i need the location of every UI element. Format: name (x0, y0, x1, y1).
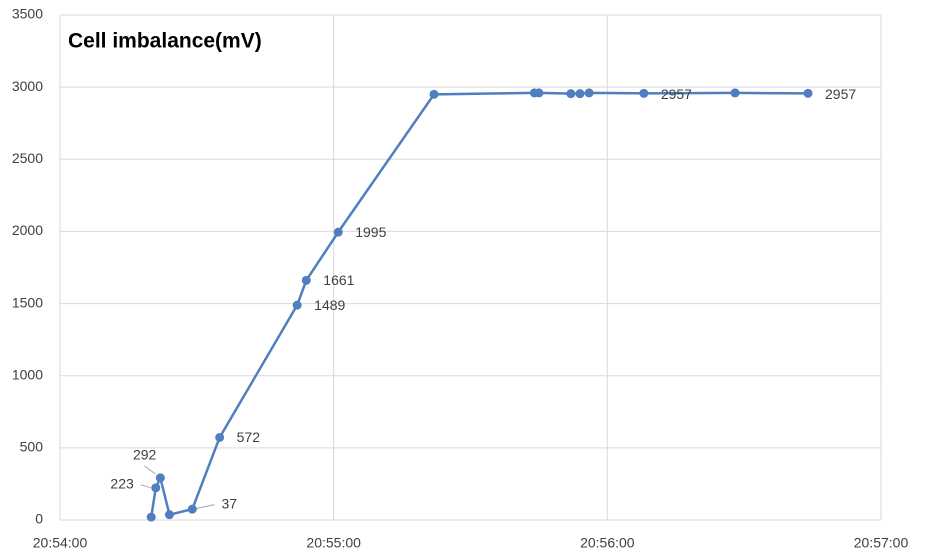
data-label: 37 (221, 495, 237, 511)
y-tick-label: 0 (35, 511, 43, 527)
y-tick-label: 2500 (12, 150, 43, 166)
data-label: 292 (133, 447, 157, 463)
y-tick-label: 3500 (12, 6, 43, 22)
x-tick-label: 20:54:00 (33, 535, 88, 551)
data-point (292, 300, 302, 310)
data-label: 223 (110, 476, 134, 492)
data-point (187, 504, 197, 514)
data-point (333, 227, 343, 237)
data-point (215, 432, 225, 442)
chart-title: Cell imbalance(mV) (68, 30, 262, 53)
y-tick-label: 2000 (12, 222, 43, 238)
data-point (534, 88, 544, 98)
data-point (164, 510, 174, 520)
x-tick-label: 20:55:00 (306, 535, 361, 551)
data-point (639, 88, 649, 98)
data-point (151, 483, 161, 493)
y-tick-label: 1000 (12, 366, 43, 382)
data-point (429, 89, 439, 99)
data-label: 2957 (661, 86, 692, 102)
data-label: 572 (237, 429, 261, 445)
x-tick-label: 20:57:00 (854, 535, 909, 551)
y-tick-label: 3000 (12, 78, 43, 94)
data-point (730, 88, 740, 98)
data-point (584, 88, 594, 98)
leader-line (140, 484, 151, 489)
data-point (155, 473, 165, 483)
grid (59, 14, 882, 521)
data-label: 1489 (314, 297, 345, 313)
y-tick-label: 500 (20, 439, 44, 455)
data-label: 1995 (355, 224, 386, 240)
leader-line (144, 465, 156, 475)
y-tick-label: 1500 (12, 294, 43, 310)
data-point (566, 89, 576, 99)
data-point (575, 89, 585, 99)
series-line (149, 91, 809, 518)
data-point (803, 88, 813, 98)
data-label: 2957 (825, 86, 856, 102)
x-tick-label: 20:56:00 (580, 535, 635, 551)
leader-line (195, 504, 215, 510)
data-point (301, 275, 311, 285)
data-point (146, 512, 156, 522)
data-label: 1661 (323, 272, 354, 288)
